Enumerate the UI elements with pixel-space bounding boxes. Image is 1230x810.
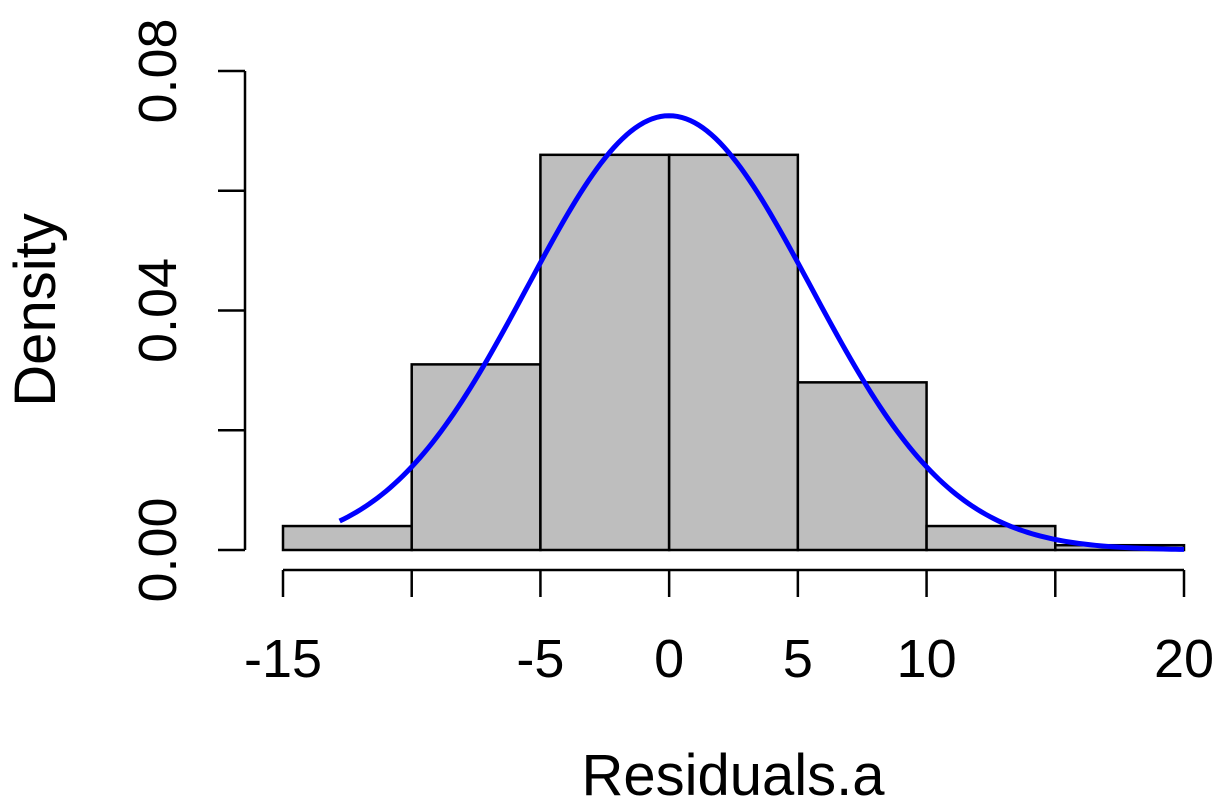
y-axis-title: Density bbox=[3, 213, 68, 406]
x-tick-label: -15 bbox=[244, 629, 322, 689]
x-axis: -15 -5 0 5 10 20 bbox=[244, 568, 1214, 689]
histogram-bar bbox=[925, 524, 1057, 552]
y-tick-label: 0.04 bbox=[128, 258, 188, 363]
x-axis-title: Residuals.a bbox=[581, 743, 885, 808]
histogram-bars bbox=[281, 153, 1186, 552]
histogram-bar bbox=[410, 363, 542, 552]
histogram-bar bbox=[667, 153, 800, 552]
histogram-bar bbox=[539, 153, 671, 552]
y-axis: 0.00 0.04 0.08 bbox=[128, 18, 247, 603]
x-tick-label: 10 bbox=[897, 629, 957, 689]
x-tick-label: -5 bbox=[516, 629, 564, 689]
x-tick-label: 20 bbox=[1154, 629, 1214, 689]
histogram-bar bbox=[281, 524, 413, 552]
y-tick-label: 0.00 bbox=[128, 497, 188, 602]
x-tick-label: 0 bbox=[654, 629, 684, 689]
histogram-bar bbox=[796, 381, 928, 552]
normal-density-curve bbox=[338, 113, 1185, 552]
x-tick-label: 5 bbox=[783, 629, 813, 689]
y-tick-label: 0.08 bbox=[128, 18, 188, 123]
